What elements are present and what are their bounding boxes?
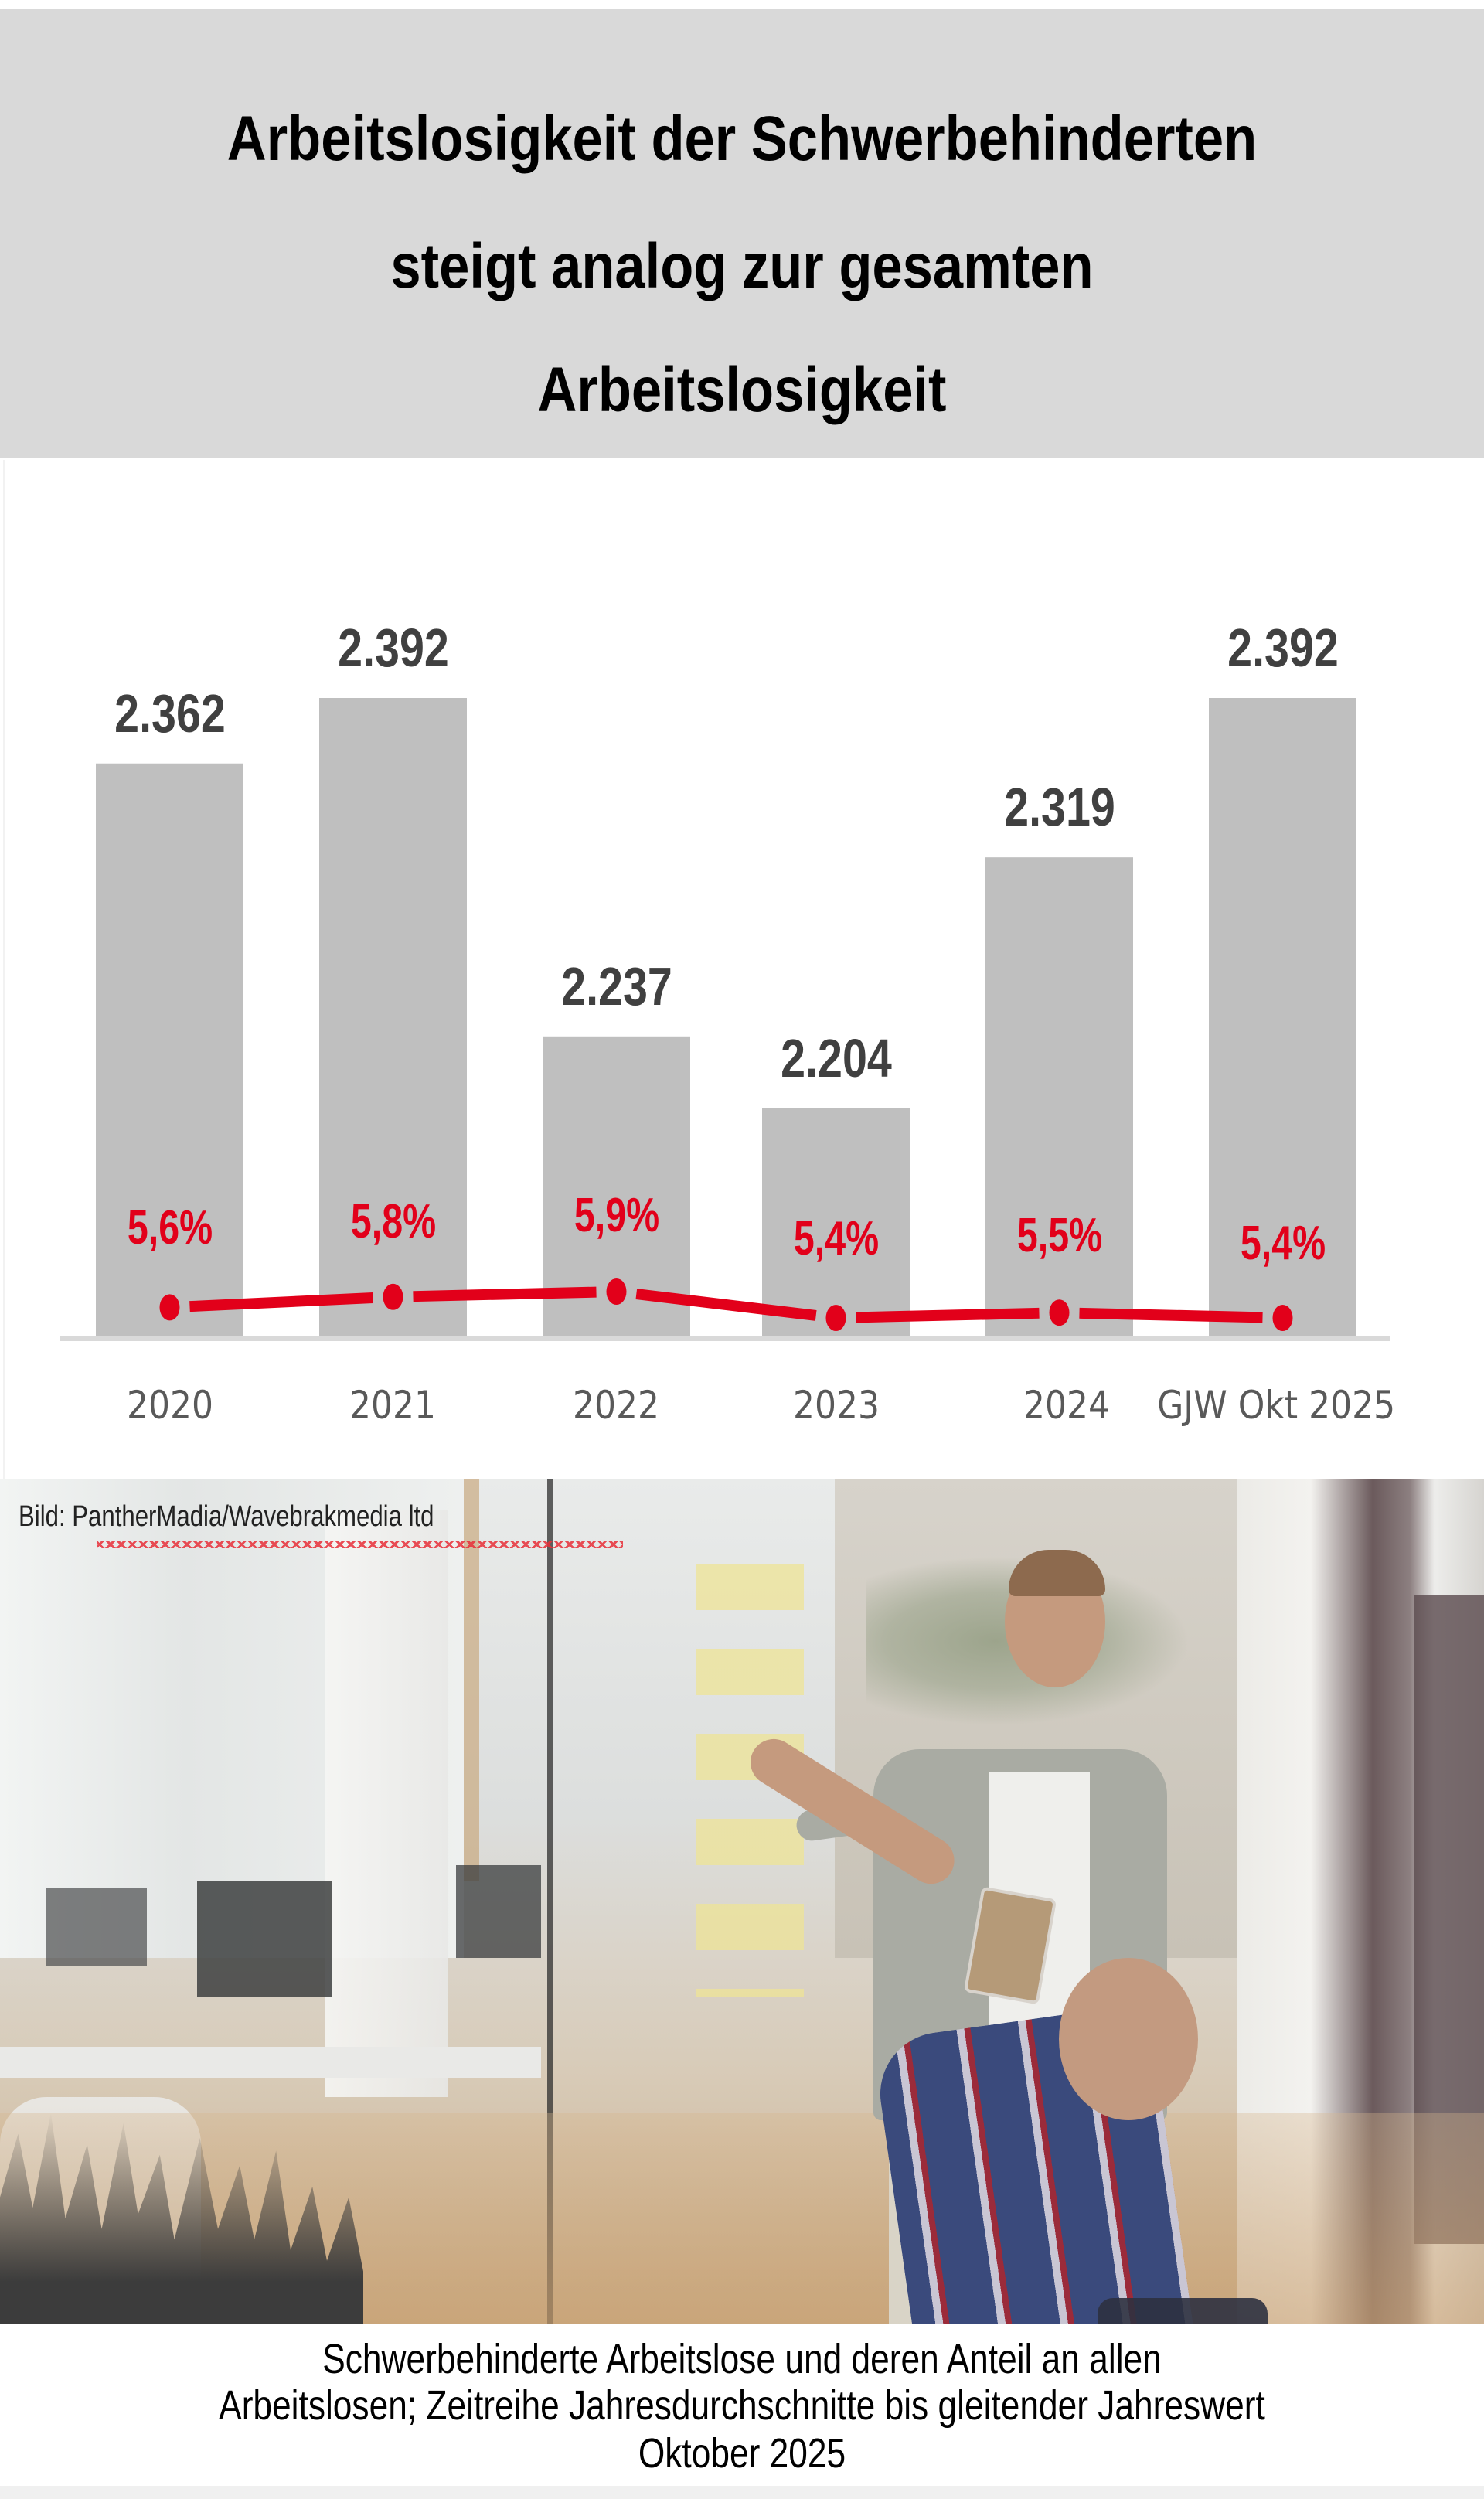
bar-gjw-okt-2025 xyxy=(1209,698,1356,1336)
line-segment xyxy=(1079,1307,1263,1323)
chart-plot xyxy=(60,698,1390,1341)
line-segment xyxy=(413,1286,597,1302)
title-band: Arbeitslosigkeit der Schwerbehinderten s… xyxy=(0,9,1484,458)
photo-glass-frame xyxy=(547,1479,553,2324)
spellcheck-underline xyxy=(97,1541,623,1548)
percent-label: 5,4% xyxy=(1240,1217,1326,1270)
x-axis-label: 2021 xyxy=(349,1383,436,1428)
x-axis-label: 2020 xyxy=(127,1383,213,1428)
caption-line-2: Arbeitslosen; Zeitreihe Jahresdurchschni… xyxy=(219,2382,1265,2429)
bar-2020 xyxy=(96,763,243,1336)
x-axis-label: GJW Okt 2025 xyxy=(1157,1383,1396,1428)
line-marker xyxy=(1272,1305,1293,1331)
line-marker xyxy=(825,1305,846,1331)
bar-value-label: 2.204 xyxy=(780,1028,892,1088)
line-marker xyxy=(159,1294,180,1321)
line-marker xyxy=(606,1278,627,1305)
photo-monitor-2 xyxy=(46,1888,147,1966)
title-line-1: Arbeitslosigkeit der Schwerbehinderten xyxy=(226,104,1258,174)
percent-label: 5,4% xyxy=(793,1212,879,1265)
photo-standing-man-hair xyxy=(1009,1550,1105,1596)
chart-area: 2.362 2.392 2.237 2.204 2.319 2.392 5,6% 5,8% 5… xyxy=(3,460,1484,1479)
caption-line-1: Schwerbehinderte Arbeitslose und deren A… xyxy=(322,2336,1162,2382)
percent-label: 5,8% xyxy=(350,1195,436,1248)
line-marker xyxy=(383,1283,403,1310)
percent-label: 5,9% xyxy=(574,1189,659,1242)
bottom-border xyxy=(0,2486,1484,2499)
photo-monitor-1 xyxy=(197,1881,332,1997)
photo-curtain xyxy=(325,1510,448,2097)
title-line-2: steigt analog zur gesamten xyxy=(390,231,1094,301)
x-axis-label: 2024 xyxy=(1023,1383,1110,1428)
bar-2021 xyxy=(319,698,467,1336)
percent-label: 5,5% xyxy=(1016,1209,1102,1262)
photo-wheelchair-back xyxy=(1098,2298,1268,2324)
x-axis-label: 2023 xyxy=(793,1383,880,1428)
photo-desk xyxy=(0,2047,541,2078)
line-segment xyxy=(856,1307,1040,1323)
x-axis-label: 2022 xyxy=(573,1383,659,1428)
line-segment xyxy=(635,1289,817,1321)
photo-monitor-3 xyxy=(456,1865,541,1958)
bar-value-label: 2.392 xyxy=(337,618,449,678)
percent-label: 5,6% xyxy=(127,1201,213,1255)
bar-value-label: 2.319 xyxy=(1003,777,1115,838)
line-marker xyxy=(1049,1299,1070,1326)
photo-seated-man-head xyxy=(1059,1958,1198,2120)
bar-value-label: 2.362 xyxy=(114,683,226,744)
photo-wood-column xyxy=(464,1479,479,1881)
bar-value-label: 2.237 xyxy=(560,955,672,1016)
bar-2024 xyxy=(985,857,1133,1336)
photo-credit: Bild: PantherMadia/Wavebrakmedia ltd xyxy=(19,1500,434,1533)
photo: Bild: PantherMadia/Wavebrakmedia ltd xyxy=(0,1479,1484,2324)
title-line-3: Arbeitslosigkeit xyxy=(537,355,947,425)
bar-value-label: 2.392 xyxy=(1227,618,1339,678)
bar-2023 xyxy=(762,1108,910,1336)
caption-line-3: Oktober 2025 xyxy=(638,2430,846,2477)
line-segment xyxy=(189,1292,373,1312)
